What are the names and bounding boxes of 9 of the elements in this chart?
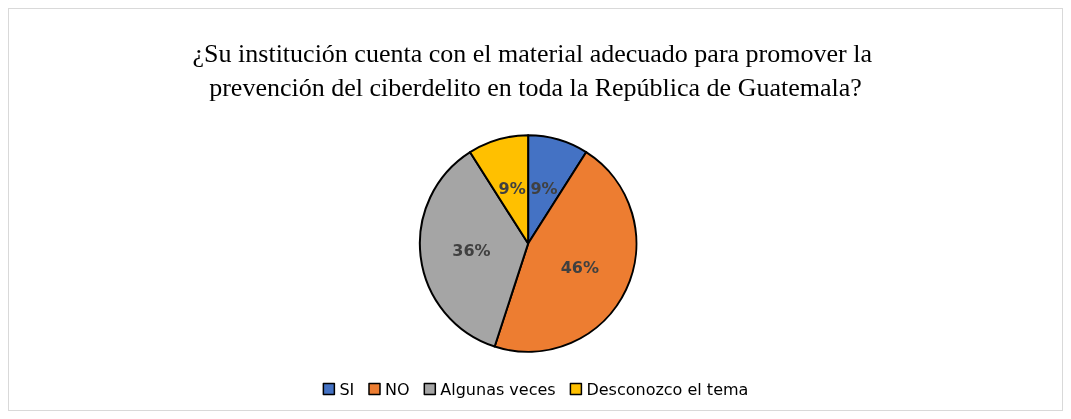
legend-label: Desconozco el tema <box>586 379 749 399</box>
data-label: 9% <box>530 179 558 199</box>
data-label: 36% <box>452 241 491 261</box>
legend-label: Algunas veces <box>440 379 556 399</box>
legend-label: NO <box>385 379 410 399</box>
data-label: 46% <box>560 258 599 278</box>
chart-title: ¿Su institución cuenta con el material adecuado para promover la prevención del ciberdelito en toda la República de Guatemala? <box>192 38 879 102</box>
legend-label: SI <box>339 379 355 399</box>
data-label: 9% <box>498 179 526 199</box>
